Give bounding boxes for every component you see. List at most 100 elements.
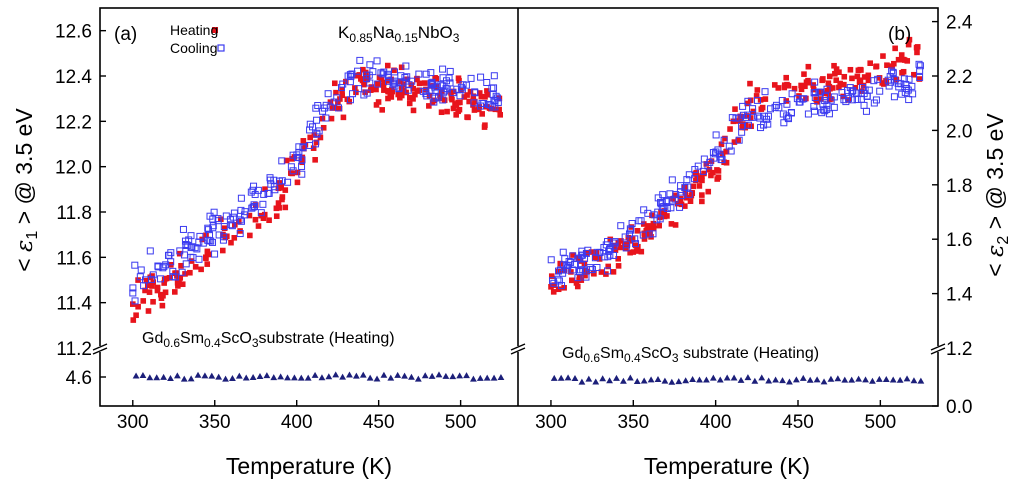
- cooling-point: [384, 70, 392, 78]
- cooling-point: [775, 104, 783, 112]
- panel-b-substrate-label: Gd0.6Sm0.4ScO3 substrate (Heating): [562, 345, 819, 365]
- cooling-point: [735, 136, 743, 144]
- axis-break-mark: [92, 343, 108, 351]
- cooling-point: [558, 282, 566, 290]
- cooling-point: [346, 71, 354, 79]
- heating-point: [437, 92, 443, 99]
- heating-point: [289, 156, 295, 162]
- cooling-point: [555, 267, 563, 275]
- cooling-point: [561, 255, 569, 263]
- heating-point: [275, 200, 282, 206]
- cooling-point: [490, 84, 498, 92]
- substrate-point: [917, 377, 925, 384]
- cooling-point: [477, 73, 485, 81]
- heating-point: [246, 212, 253, 219]
- cooling-point: [577, 261, 585, 269]
- heating-point: [301, 145, 307, 152]
- heating-point: [354, 72, 360, 79]
- substrate-point: [806, 376, 814, 383]
- heating-point: [488, 105, 494, 112]
- heating-point: [731, 139, 738, 145]
- cooling-point: [257, 209, 265, 217]
- y-tick-label: 1.4: [946, 285, 973, 306]
- heating-point: [732, 106, 738, 112]
- cooling-point: [446, 79, 454, 87]
- heating-point: [294, 179, 301, 186]
- substrate-point: [910, 377, 918, 384]
- heating-point: [320, 124, 327, 131]
- cooling-point: [857, 95, 865, 103]
- heating-point: [438, 95, 444, 102]
- x-tick-label: 450: [782, 412, 814, 433]
- y-tick-label: 2.2: [946, 67, 972, 88]
- cooling-point: [569, 252, 577, 260]
- cooling-point: [379, 70, 387, 78]
- substrate-point: [160, 373, 168, 380]
- cooling-point: [676, 203, 684, 211]
- cooling-point: [435, 93, 443, 101]
- heating-point: [228, 239, 234, 246]
- cooling-point: [884, 76, 892, 84]
- heating-point: [813, 96, 819, 103]
- substrate-point: [304, 374, 312, 381]
- heating-point: [192, 264, 199, 270]
- substrate-point: [799, 374, 807, 381]
- cooling-point: [249, 186, 257, 194]
- cooling-point: [356, 56, 364, 64]
- cooling-point: [853, 96, 861, 104]
- cooling-point: [681, 184, 689, 192]
- cooling-point: [627, 226, 635, 234]
- heating-point: [775, 85, 782, 91]
- panel-b-y-axis-title: < ε2 > @ 3.5 eV: [982, 113, 1012, 277]
- substrate-point: [387, 374, 395, 381]
- heating-point: [453, 102, 460, 108]
- heating-point: [831, 62, 837, 69]
- substrate-point: [153, 374, 161, 381]
- cooling-point: [204, 226, 212, 234]
- heating-point: [610, 269, 617, 275]
- y-tick-label: 11.4: [56, 294, 92, 315]
- cooling-point: [339, 80, 347, 88]
- cooling-point: [184, 241, 192, 249]
- cooling-point: [314, 102, 322, 110]
- substrate-point: [654, 376, 662, 383]
- legend-cooling-label: Cooling: [170, 40, 217, 56]
- heating-point: [833, 66, 840, 72]
- substrate-point: [332, 371, 340, 378]
- heating-point: [333, 89, 339, 96]
- heating-point: [385, 95, 391, 102]
- substrate-point: [744, 374, 752, 381]
- cooling-point: [478, 100, 486, 108]
- heating-point: [845, 97, 852, 103]
- heating-point: [801, 71, 807, 77]
- cooling-point: [876, 87, 884, 95]
- panel-b-x-axis-title: Temperature (K): [644, 453, 810, 479]
- cooling-point: [365, 71, 373, 79]
- heating-point: [708, 172, 714, 179]
- substrate-point: [339, 373, 347, 380]
- cooling-point: [704, 162, 712, 170]
- substrate-point: [571, 374, 579, 381]
- heating-point: [471, 107, 478, 113]
- cooling-point: [154, 262, 162, 270]
- cooling-point: [749, 105, 757, 113]
- heating-point: [410, 85, 416, 92]
- cooling-point: [838, 88, 846, 96]
- heating-point: [615, 263, 622, 269]
- x-tick-label: 500: [865, 412, 897, 433]
- substrate-point: [813, 376, 821, 383]
- cooling-point: [209, 222, 217, 230]
- heating-point: [820, 76, 826, 82]
- substrate-point: [626, 374, 634, 381]
- cooling-point: [668, 176, 676, 184]
- heating-point: [464, 92, 470, 98]
- cooling-point: [293, 151, 301, 159]
- heating-point: [260, 215, 267, 222]
- cooling-point: [576, 266, 584, 274]
- substrate-point: [380, 371, 388, 378]
- heating-point: [638, 248, 645, 255]
- substrate-point: [146, 374, 154, 381]
- cooling-point: [764, 120, 772, 128]
- cooling-point: [236, 216, 244, 224]
